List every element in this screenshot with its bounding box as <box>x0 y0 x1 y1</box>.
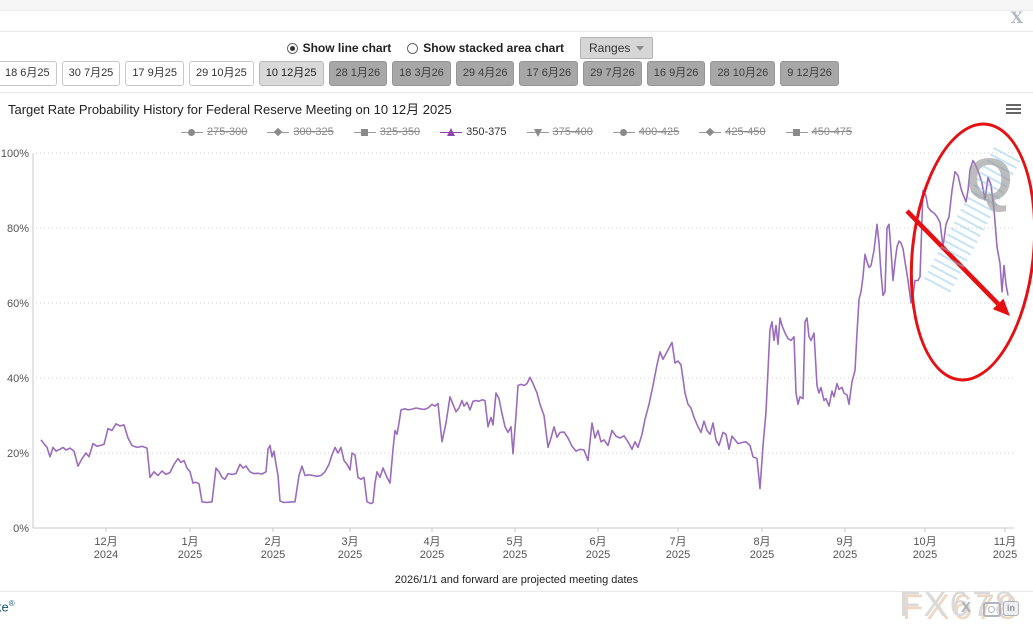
tab-28-10月26[interactable]: 28 10月26 <box>710 61 776 86</box>
quikstrike-q-watermark: Q <box>966 146 1013 213</box>
legend-label: 400-425 <box>638 126 680 138</box>
triangle-down-icon <box>526 128 549 137</box>
legend-item-300-325[interactable]: 300-325 <box>267 126 334 138</box>
tab-16-9月26[interactable]: 16 9月26 <box>646 61 706 86</box>
probability-line-350-375 <box>40 159 1009 505</box>
chart-title: Target Rate Probability History for Fede… <box>8 102 452 117</box>
x-tick-label: 9月 2025 <box>833 536 857 561</box>
x-tick-label: 5月 2025 <box>503 536 527 561</box>
stacked-area-radio[interactable]: Show stacked area chart <box>407 41 564 55</box>
x-tick-label: 4月 2025 <box>420 536 444 561</box>
x-social-icon: X <box>961 599 972 616</box>
divider <box>0 591 1033 592</box>
chevron-down-icon <box>636 45 645 51</box>
tab-29-7月26[interactable]: 29 7月26 <box>583 61 642 86</box>
legend-item-275-300[interactable]: 275-300 <box>181 126 247 138</box>
tab-17-9月25[interactable]: 17 9月25 <box>125 61 184 86</box>
legend-item-375-400[interactable]: 375-400 <box>526 126 593 138</box>
legend-label: 275-300 <box>207 126 248 138</box>
line-chart-radio-label: Show line chart <box>302 41 392 55</box>
x-tick-label: 12月 2024 <box>94 536 118 561</box>
divider <box>0 31 1033 32</box>
x-tick-label: 3月 2025 <box>338 536 362 561</box>
diamond-icon <box>699 127 722 137</box>
registered-mark: ® <box>8 599 15 608</box>
line-chart-radio[interactable]: Show line chart <box>286 41 392 55</box>
divider <box>0 92 1033 93</box>
tab-29-10月25[interactable]: 29 10月25 <box>188 61 254 86</box>
square-icon <box>785 128 808 137</box>
y-tick-label: 20% <box>7 448 29 460</box>
tab-10-12月25[interactable]: 10 12月25 <box>258 61 324 86</box>
ranges-dropdown[interactable]: Ranges <box>580 37 654 59</box>
legend-label: 425-450 <box>725 126 766 138</box>
annotation-ellipse <box>897 116 1033 388</box>
triangle-up-icon <box>440 127 463 137</box>
tab-9-12月26[interactable]: 9 12月26 <box>780 61 839 86</box>
tab-30-7月25[interactable]: 30 7月25 <box>61 61 121 86</box>
legend-label: 325-350 <box>379 126 421 138</box>
legend-label: 450-475 <box>811 126 852 138</box>
top-strip <box>0 0 1033 11</box>
tab-17-6月26[interactable]: 17 6月26 <box>519 61 579 86</box>
linkedin-icon: in <box>1003 601 1019 616</box>
fx678-watermark: FX678 <box>899 585 1018 624</box>
x-tick-label: 8月 2025 <box>750 536 774 561</box>
chart-legend: 275-300 300-325 325-350 350-375 375-400 400-4… <box>0 126 1033 138</box>
meeting-date-tabs: 18 6月25 30 7月25 17 9月25 29 10月25 10 12月25 28 … <box>0 61 839 86</box>
circle-icon <box>181 128 203 137</box>
y-tick-label: 100% <box>1 148 29 160</box>
legend-item-425-450[interactable]: 425-450 <box>699 126 766 138</box>
legend-label: 300-325 <box>293 126 334 138</box>
circle-icon <box>612 128 635 137</box>
legend-label: 350-375 <box>466 126 507 138</box>
legend-item-325-350[interactable]: 325-350 <box>353 126 421 138</box>
chart-menu-icon[interactable] <box>1006 102 1021 116</box>
radio-selected-icon[interactable] <box>286 42 298 54</box>
y-tick-label: 0% <box>13 523 29 535</box>
stacked-area-radio-label: Show stacked area chart <box>423 41 565 55</box>
close-button[interactable]: X <box>1010 8 1023 27</box>
diamond-icon <box>267 127 290 137</box>
legend-label: 375-400 <box>552 126 593 138</box>
x-tick-label: 10月 2025 <box>913 536 937 561</box>
footer-logo-partial: ke® <box>0 599 15 615</box>
legend-item-350-375[interactable]: 350-375 <box>440 126 507 138</box>
y-tick-label: 40% <box>7 373 29 385</box>
x-tick-label: 6月 2025 <box>586 536 610 561</box>
x-tick-label: 7月 2025 <box>666 536 690 561</box>
square-icon <box>353 128 376 137</box>
camera-icon <box>983 602 1001 617</box>
x-tick-label: 11月 2025 <box>993 536 1017 561</box>
chart-type-controls: Show line chart Show stacked area chart … <box>0 37 940 59</box>
chart-footnote: 2026/1/1 and forward are projected meeti… <box>394 574 639 586</box>
x-tick-label: 1月 2025 <box>178 536 202 561</box>
ranges-dropdown-label: Ranges <box>589 41 631 55</box>
y-tick-label: 80% <box>7 223 29 235</box>
tab-28-1月26[interactable]: 28 1月26 <box>328 61 388 86</box>
tab-18-6月25[interactable]: 18 6月25 <box>0 61 57 86</box>
y-tick-label: 60% <box>7 298 29 310</box>
legend-item-400-425[interactable]: 400-425 <box>612 126 680 138</box>
radio-unselected-icon[interactable] <box>407 42 419 54</box>
tab-29-4月26[interactable]: 29 4月26 <box>455 61 515 86</box>
legend-item-450-475[interactable]: 450-475 <box>785 126 852 138</box>
x-tick-label: 2月 2025 <box>261 536 285 561</box>
tab-18-3月26[interactable]: 18 3月26 <box>392 61 451 86</box>
